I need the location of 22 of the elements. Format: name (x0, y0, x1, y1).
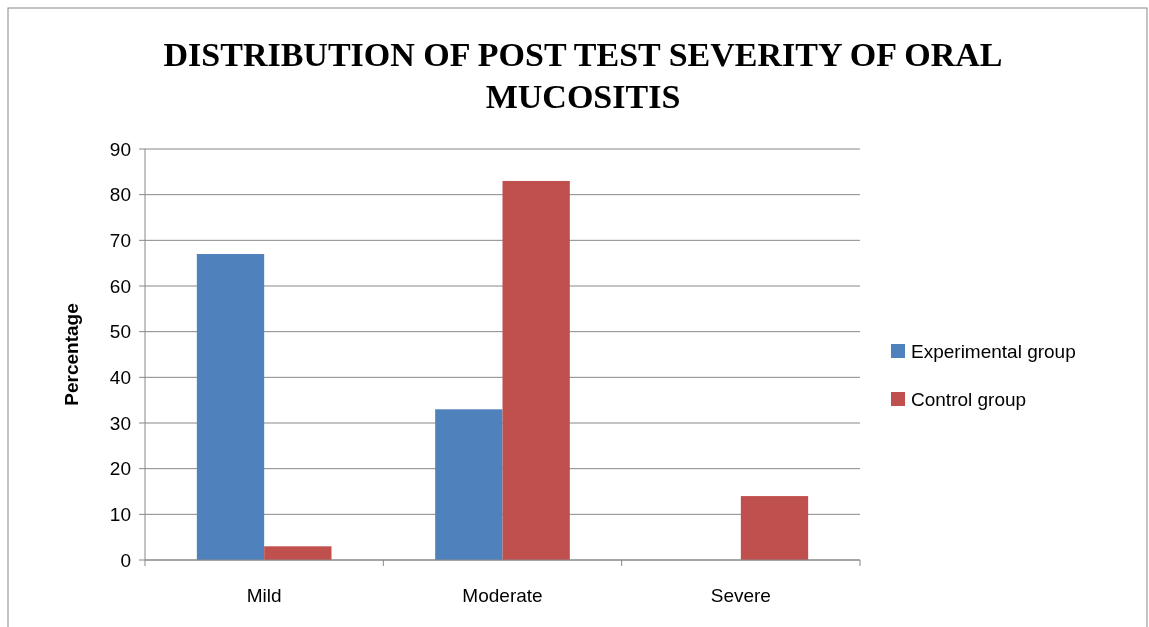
bar (435, 409, 503, 560)
x-tick-label: Mild (246, 585, 282, 606)
x-tick-label: Severe (710, 585, 771, 606)
legend-label: Experimental group (911, 340, 1076, 362)
y-tick-label: 90 (109, 138, 131, 160)
chart-title: DISTRIBUTION OF POST TEST SEVERITY OF ORAL MUCOSITIS (163, 36, 1003, 115)
bar (196, 254, 265, 560)
y-tick-label: 60 (109, 275, 131, 297)
y-tick-label: 50 (109, 321, 131, 343)
y-tick-label: 10 (109, 503, 131, 525)
y-tick-label: 70 (109, 229, 131, 251)
y-tick-label: 0 (120, 549, 131, 571)
y-tick-label: 40 (109, 366, 131, 388)
bar (264, 546, 332, 560)
y-tick-label: 30 (109, 412, 131, 434)
bar (740, 496, 809, 560)
legend-label: Control group (911, 388, 1027, 410)
x-tick-label: Moderate (462, 585, 543, 606)
y-axis-title: Percentage (61, 303, 82, 406)
y-tick-label: 20 (109, 458, 131, 480)
y-tick-label: 80 (109, 184, 131, 206)
bar (502, 180, 570, 560)
